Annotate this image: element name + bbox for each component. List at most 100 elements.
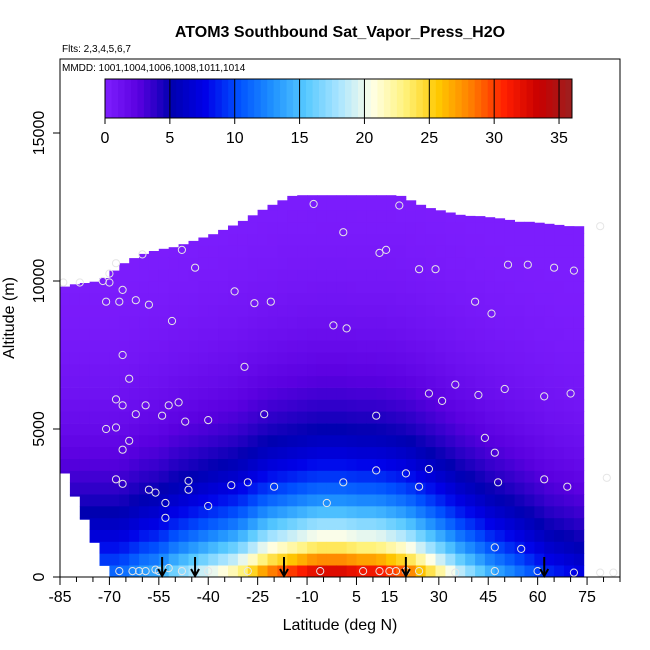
heatmap-cell: [247, 352, 259, 365]
heatmap-cell: [435, 494, 446, 507]
heatmap-cell: [534, 470, 545, 483]
heatmap-cell: [89, 304, 100, 317]
heatmap-cell: [425, 304, 436, 317]
heatmap-cell: [326, 363, 338, 377]
heatmap-cell: [277, 363, 288, 377]
heatmap-cell: [415, 292, 427, 305]
heatmap-cell: [139, 470, 150, 483]
heatmap-cell: [465, 541, 476, 554]
heatmap-cell: [178, 553, 189, 566]
heatmap-cell: [356, 233, 367, 246]
colorbar-swatch: [124, 79, 132, 118]
heatmap-cell: [415, 340, 427, 353]
observation-marker: [243, 478, 252, 487]
observation-marker: [144, 485, 153, 494]
heatmap-cell: [386, 316, 397, 329]
heatmap-cell: [484, 281, 496, 294]
colorbar-swatch: [150, 79, 158, 118]
heatmap-cell: [277, 245, 288, 258]
heatmap-cell: [465, 221, 476, 234]
heatmap-cell: [544, 245, 555, 258]
heatmap-cell: [366, 541, 377, 554]
heatmap-cell: [247, 434, 259, 448]
heatmap-cell: [297, 517, 308, 530]
heatmap-cell: [237, 340, 249, 353]
heatmap-cell: [564, 494, 575, 507]
colorbar-swatch: [455, 79, 463, 118]
heatmap-cell: [573, 316, 585, 329]
heatmap-cell: [445, 411, 456, 424]
heatmap-cell: [405, 269, 417, 282]
heatmap-cell: [524, 281, 535, 294]
heatmap-cell: [524, 375, 535, 388]
heatmap-cell: [455, 458, 466, 471]
colorbar-swatch: [533, 79, 541, 118]
heatmap-cell: [198, 328, 209, 341]
heatmap-cell: [267, 482, 278, 495]
heatmap-cell: [297, 292, 308, 305]
heatmap-cell: [346, 517, 357, 530]
heatmap-cell: [366, 340, 377, 353]
heatmap-cell: [178, 316, 189, 329]
observation-marker: [138, 250, 147, 259]
heatmap-cell: [326, 375, 338, 388]
colorbar-swatch: [370, 79, 378, 118]
heatmap-cell: [356, 399, 367, 412]
heatmap-cell: [129, 281, 140, 294]
colorbar-swatch: [513, 79, 521, 118]
heatmap-cell: [396, 434, 407, 448]
y-tick-label: 0: [31, 572, 48, 581]
heatmap-cell: [445, 340, 456, 353]
heatmap-cell: [524, 423, 535, 436]
heatmap-cell: [504, 423, 515, 436]
heatmap-cell: [267, 411, 278, 424]
heatmap-cell: [89, 494, 100, 507]
heatmap-cell: [366, 494, 377, 507]
heatmap-cell: [514, 363, 525, 377]
heatmap-cell: [218, 506, 229, 519]
heatmap-cell: [148, 340, 160, 353]
heatmap-cell: [336, 210, 347, 223]
heatmap-cell: [60, 399, 71, 412]
observation-marker: [566, 389, 575, 398]
heatmap-cell: [554, 281, 565, 294]
heatmap-cell: [129, 458, 140, 471]
heatmap-cell: [455, 399, 466, 412]
observation-marker: [329, 321, 338, 330]
heatmap-cell: [455, 375, 466, 388]
observation-marker: [309, 199, 318, 209]
heatmap-cell: [237, 494, 249, 507]
heatmap-cell: [208, 304, 219, 317]
heatmap-cell: [307, 411, 318, 424]
colorbar-swatch: [396, 79, 404, 118]
heatmap-cell: [366, 363, 377, 377]
heatmap-cell: [425, 458, 436, 471]
heatmap-cell: [178, 304, 189, 317]
heatmap-cell: [218, 482, 229, 495]
heatmap-cell: [247, 541, 259, 554]
heatmap-cell: [129, 541, 140, 554]
heatmap-cell: [484, 233, 496, 246]
heatmap-cell: [297, 195, 308, 199]
heatmap-cell: [218, 458, 229, 471]
colorbar-swatch: [332, 79, 339, 118]
heatmap-cell: [435, 553, 446, 566]
heatmap-cell: [267, 204, 278, 211]
heatmap-cell: [336, 195, 347, 199]
heatmap-cell: [316, 517, 328, 530]
observation-marker: [415, 265, 424, 274]
heatmap-cell: [158, 529, 170, 542]
heatmap-cell: [376, 257, 387, 270]
observation-marker: [161, 513, 170, 522]
heatmap-cell: [366, 529, 377, 542]
colorbar-swatch: [111, 79, 119, 118]
heatmap-cell: [435, 399, 446, 412]
heatmap-cell: [544, 316, 555, 329]
heatmap-cell: [326, 233, 338, 246]
heatmap-cell: [386, 328, 397, 341]
heatmap-cell: [484, 529, 496, 542]
heatmap-cell: [277, 233, 288, 246]
heatmap-cell: [386, 352, 397, 365]
heatmap-cell: [504, 233, 515, 246]
colorbar-swatch: [481, 79, 489, 118]
